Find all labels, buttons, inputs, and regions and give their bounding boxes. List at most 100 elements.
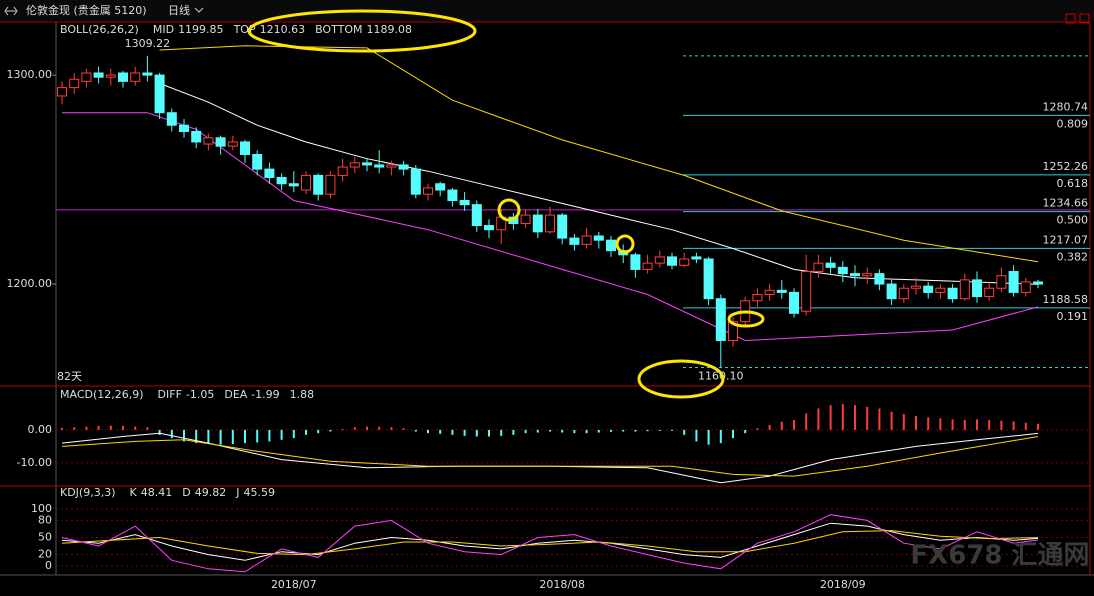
macd-bar xyxy=(829,405,832,430)
fib-ratio: 0.809 xyxy=(1057,117,1089,130)
candle-body xyxy=(654,256,665,264)
candle-body xyxy=(557,214,568,239)
legend-item: J 45.59 xyxy=(235,486,275,499)
link-icon xyxy=(4,6,18,16)
candle-body xyxy=(215,137,226,147)
chevron xyxy=(194,7,204,13)
candle-body xyxy=(179,124,189,133)
candle-body xyxy=(642,262,653,270)
candle-body xyxy=(959,279,970,300)
legend-text: K xyxy=(130,486,138,499)
macd-bar xyxy=(73,427,76,430)
candle-body xyxy=(679,258,690,266)
macd-bar xyxy=(646,429,649,432)
macd-bar xyxy=(878,408,881,430)
macd-bar xyxy=(341,428,344,430)
legend-text: 1189.08 xyxy=(366,23,412,36)
macd-bar xyxy=(573,429,576,434)
y-tick-label: 0 xyxy=(45,559,52,572)
candle-body xyxy=(240,141,250,155)
legend-text: -1.05 xyxy=(186,388,214,401)
macd-bar xyxy=(634,429,637,432)
macd-bar xyxy=(463,429,466,436)
macd-bar xyxy=(451,429,454,435)
macd-bar xyxy=(976,419,978,430)
candle-body xyxy=(911,285,921,289)
macd-bar xyxy=(305,429,307,435)
macd-bar xyxy=(280,429,283,440)
macd-bar xyxy=(768,424,771,430)
macd-bar xyxy=(329,429,332,432)
candle-body xyxy=(166,112,177,126)
candle-body xyxy=(349,162,360,168)
legend-item: 1.88 xyxy=(290,388,315,401)
macd-bar xyxy=(231,429,234,445)
highlight xyxy=(247,9,477,53)
macd-bar xyxy=(414,429,417,432)
macd-bar xyxy=(719,429,722,444)
macd-bar xyxy=(109,425,112,430)
fib-price: 1280.74 xyxy=(1043,100,1089,113)
macd-bar xyxy=(158,429,161,435)
macd-bar xyxy=(841,404,844,430)
candle-body xyxy=(862,273,873,277)
candle-body xyxy=(325,174,336,195)
macd-bar xyxy=(390,427,393,430)
candle-body xyxy=(764,289,775,296)
macd-bar xyxy=(597,429,600,433)
candle-body xyxy=(337,166,348,176)
legend-text: DIFF xyxy=(158,388,182,401)
legend-text: MACD(12,26,9) xyxy=(60,388,144,401)
candle-body xyxy=(423,187,433,195)
candle-body xyxy=(301,174,311,191)
macd-bar xyxy=(549,429,551,432)
candle-body xyxy=(947,287,958,300)
macd-bar xyxy=(512,429,515,435)
panel-button[interactable] xyxy=(1065,13,1076,24)
legend-text: DEA xyxy=(224,388,247,401)
candle-body xyxy=(825,262,836,268)
macd-bar xyxy=(134,426,137,430)
candle-body xyxy=(227,141,238,147)
macd-bar xyxy=(317,429,320,434)
period[interactable]: 日线 xyxy=(168,3,190,17)
macd-bar xyxy=(805,413,808,430)
panel-button[interactable] xyxy=(1079,13,1090,24)
legend-item: K 48.41 xyxy=(130,486,173,499)
macd-bar xyxy=(195,429,198,444)
candle-body xyxy=(630,254,641,270)
macd-bar xyxy=(292,429,295,439)
fib-price: 1188.58 xyxy=(1043,293,1089,306)
symbol[interactable]: 伦敦金现 (贵金属 5120) xyxy=(26,3,147,17)
y-tick-label: 20 xyxy=(38,548,52,561)
candle-body xyxy=(374,164,385,168)
indicator-line xyxy=(61,436,1039,477)
candle-body xyxy=(752,294,763,302)
legend-text: KDJ(9,3,3) xyxy=(60,486,116,499)
macd-bar xyxy=(219,429,222,445)
watermark: FX678 汇通网 xyxy=(910,541,1089,571)
legend-text: 48.41 xyxy=(141,486,173,499)
candle-body xyxy=(789,291,799,314)
macd-bar xyxy=(146,427,149,430)
candle-body xyxy=(569,237,580,245)
candle-body xyxy=(386,164,397,168)
candle-body xyxy=(984,287,995,298)
header-bar xyxy=(0,0,1094,21)
candle-body xyxy=(435,183,446,191)
macd-bar xyxy=(683,429,686,435)
macd-bar xyxy=(366,426,368,430)
macd-bar xyxy=(1000,420,1003,430)
candle-body xyxy=(606,239,616,252)
candle-body xyxy=(252,153,263,170)
macd-bar xyxy=(488,429,490,437)
candle-body xyxy=(837,266,848,275)
legend-item: BOTTOM 1189.08 xyxy=(315,23,412,36)
candle-body xyxy=(996,275,1007,289)
candle-body xyxy=(1020,281,1031,293)
legend-item: DIFF -1.05 xyxy=(158,388,215,401)
candle-body xyxy=(532,214,543,233)
macd-bar xyxy=(756,428,759,430)
macd-bar xyxy=(475,429,478,437)
